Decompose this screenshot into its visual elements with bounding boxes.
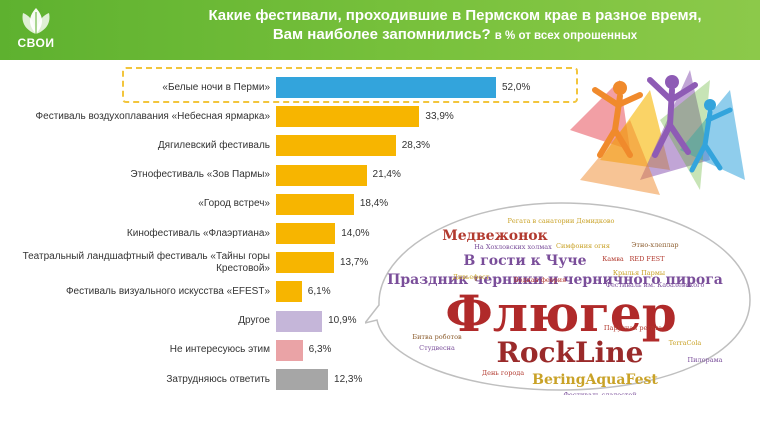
- title-line-1: Какие фестивали, проходившие в Пермском …: [208, 7, 702, 24]
- cloud-word: Симфония огня: [556, 242, 610, 250]
- value-label: 18,4%: [359, 198, 389, 210]
- highlight-frame: [122, 67, 578, 103]
- cloud-word: Этно-хлеплар: [631, 241, 678, 249]
- cloud-word: TerraCola: [669, 339, 702, 347]
- bar-chart: «Белые ночи в Перми» 52,0% Фестиваль возду…: [0, 60, 760, 424]
- category-label: Фестиваль визуального искусства «EFEST»: [65, 285, 270, 297]
- bar: [276, 281, 302, 303]
- value-label: 12,3%: [334, 373, 363, 385]
- bar: [276, 252, 334, 274]
- cloud-word: Камва: [602, 255, 624, 263]
- bar: [276, 135, 396, 157]
- logo: СВОИ: [10, 4, 62, 56]
- value-label: 6,1%: [307, 285, 331, 297]
- cloud-word: Дивьефест: [453, 273, 490, 281]
- value-label: 52,0%: [502, 81, 531, 93]
- category-label: «Город встреч»: [198, 198, 270, 210]
- value-label: 33,9%: [425, 110, 454, 122]
- cloud-word: Водная феерия: [514, 276, 566, 284]
- value-label: 14,0%: [341, 227, 370, 239]
- value-label: 6,3%: [308, 344, 332, 356]
- bar: [276, 164, 367, 186]
- bar: [276, 310, 323, 332]
- cloud-word: Пилорама: [687, 356, 722, 364]
- category-label: Затрудняюсь ответить: [166, 373, 270, 385]
- value-label: 21,4%: [372, 169, 401, 181]
- category-label: Другое: [238, 315, 270, 327]
- bar: [276, 339, 303, 361]
- bar: [276, 77, 496, 98]
- value-label: 28,3%: [401, 139, 431, 151]
- category-label: Дягилевский фестиваль: [157, 139, 270, 151]
- category-label: Кинофестиваль «Флаэртиана»: [126, 227, 270, 239]
- festival-dancers-illustration: [570, 70, 745, 195]
- cloud-word: Флюгер: [445, 284, 676, 343]
- cloud-word: День города: [482, 369, 524, 377]
- title-line-2: Вам наиболее запомнились?: [272, 26, 491, 43]
- category-label: Этнофестиваль «Зов Пармы»: [130, 169, 270, 181]
- cloud-word: На Хохловских холмах: [474, 243, 552, 251]
- bar: [276, 369, 329, 390]
- cloud-word: Фестиваль сладостей: [563, 391, 636, 395]
- cloud-word: Медвежонок: [442, 228, 548, 244]
- cloud-word: Крылья Пармы: [613, 269, 665, 277]
- cloud-word: Парусная регата: [604, 324, 662, 332]
- cloud-word: RED FEST: [630, 255, 666, 263]
- value-label: 13,7%: [339, 256, 369, 268]
- speech-bubble-shape: [365, 202, 751, 391]
- cloud-word: Праздник черники и черничного пирога: [387, 272, 723, 288]
- leaf-logo-icon: [22, 8, 50, 34]
- header-banner: СВОИ Какие фестивали, проходившие в Перм…: [0, 0, 760, 60]
- bar: [276, 223, 336, 244]
- category-label: Театральный ландшафтный фестиваль «Тайны…: [22, 250, 270, 274]
- cloud-word: В гости к Чуче: [464, 253, 587, 269]
- logo-text: СВОИ: [17, 36, 55, 50]
- title-unit: в % от всех опрошенных: [494, 30, 638, 42]
- cloud-word: Регата в санатории Демидково: [508, 217, 615, 225]
- cloud-word: RockLine: [497, 336, 644, 369]
- cloud-word: Студвесна: [419, 344, 455, 352]
- bar: [276, 193, 354, 215]
- category-label: «Белые ночи в Перми»: [162, 81, 270, 93]
- cloud-word: BeringAquaFest: [532, 372, 658, 388]
- cloud-word: Фестиваль им. Кабалевского: [606, 281, 705, 289]
- category-label: Фестиваль воздухоплавания «Небесная ярма…: [35, 110, 270, 122]
- bar: [276, 106, 420, 128]
- category-label: Не интересуюсь этим: [169, 344, 270, 356]
- word-cloud-bubble: Регата в санатории Демидково МедвежонокНа…: [365, 202, 751, 395]
- chart-title: Какие фестивали, проходившие в Пермском …: [160, 6, 750, 46]
- cloud-word: Битва роботов: [412, 333, 462, 341]
- value-label: 10,9%: [328, 315, 357, 327]
